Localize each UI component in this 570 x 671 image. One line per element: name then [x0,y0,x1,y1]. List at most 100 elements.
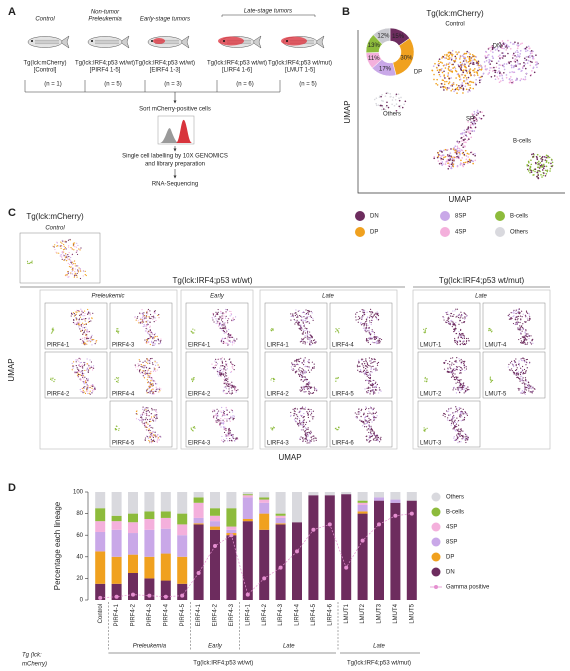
umap-dot [523,358,525,360]
sample-label: EIRF4-1 [188,343,211,349]
umap-dot [369,436,371,438]
umap-dot [537,177,540,180]
umap-dot [523,57,526,60]
umap-dot [451,85,454,87]
umap-dot [144,369,147,372]
umap-dot [150,390,152,392]
umap-dot [54,248,56,251]
umap-dot [448,87,451,89]
umap-dot [516,316,518,318]
umap-dot [369,393,371,395]
umap-dot [456,340,458,342]
umap-dot [221,321,224,323]
umap-dot [357,411,359,413]
umap-dot [543,165,546,168]
gamma-line [100,513,412,599]
umap-dot [365,379,367,382]
umap-dot [497,55,500,58]
bar-segment [210,529,220,600]
umap-dot [237,389,239,391]
gamma-point [196,571,201,575]
umap-dot [147,391,149,394]
umap-dot [489,67,491,69]
umap-dot [228,388,230,390]
umap-dot [508,318,511,320]
umap-thumbnail [109,351,173,399]
umap-dot [525,72,528,75]
umap-dot [523,392,525,394]
umap-dot [459,435,461,437]
umap-dot [214,315,217,317]
umap-dot [225,379,228,382]
umap-dot [147,423,149,425]
umap-dot [217,415,219,417]
umap-dot [231,386,233,388]
umap-dot [142,372,144,374]
umap-dot [153,440,156,443]
umap-dot [366,373,368,375]
umap-dot [300,436,302,438]
umap-dot [300,373,302,376]
umap-dot [546,169,549,172]
x-tick-label: LMUT5 [409,603,415,623]
umap-dot [145,417,147,419]
umap-dot [231,340,234,342]
umap-dot [502,64,505,67]
x-tick-label: LIRF4-5 [311,603,317,625]
umap-dot [360,409,362,412]
umap-dot [225,322,227,324]
umap-dot [524,387,526,389]
umap-dot [74,322,76,324]
umap-dot [84,381,87,384]
umap-dot [512,365,515,367]
umap-dot [150,389,153,391]
bar-segment [374,497,384,501]
umap-dot [144,330,147,332]
umap-dot [451,420,454,422]
umap-dot [467,160,470,163]
umap-dot [232,386,235,388]
umap-dot [372,390,374,392]
umap-dot [152,387,154,390]
umap-dot [84,376,86,378]
gamma-point [278,565,283,570]
umap-dot [368,435,370,437]
umap-dot [476,72,479,75]
umap-dot [469,74,472,77]
umap-dot [447,164,450,167]
umap-dot [491,330,493,332]
umap-dot [448,154,451,157]
umap-dot [79,365,81,368]
umap-dot [373,418,376,420]
panel-title: Tg(lck:mCherry) [426,9,484,18]
umap-dot [536,171,539,174]
umap-dot [299,366,301,369]
umap-dot [513,373,515,375]
umap-dot [143,377,146,379]
umap-dot [374,361,376,363]
umap-dot [368,410,370,412]
panel-label: C [8,207,16,219]
umap-dot [150,438,152,440]
umap-dot [84,333,87,335]
umap-dot [84,274,86,276]
umap-dot [300,315,302,317]
umap-dot [467,386,469,388]
umap-dot [458,88,461,90]
umap-dot [218,358,220,360]
umap-dot [90,340,92,342]
umap-dot [154,414,156,416]
umap-dot [144,373,146,376]
umap-dot [150,317,152,320]
umap-dot [146,392,148,394]
umap-dot [469,131,471,134]
umap-dot [368,408,370,410]
umap-dot [75,365,77,367]
umap-dot [304,391,306,393]
umap-dot [514,51,517,53]
umap-dot [363,361,365,363]
umap-dot [88,365,90,367]
umap-dot [528,318,531,320]
umap-dot [224,324,226,326]
umap-dot [468,153,470,155]
